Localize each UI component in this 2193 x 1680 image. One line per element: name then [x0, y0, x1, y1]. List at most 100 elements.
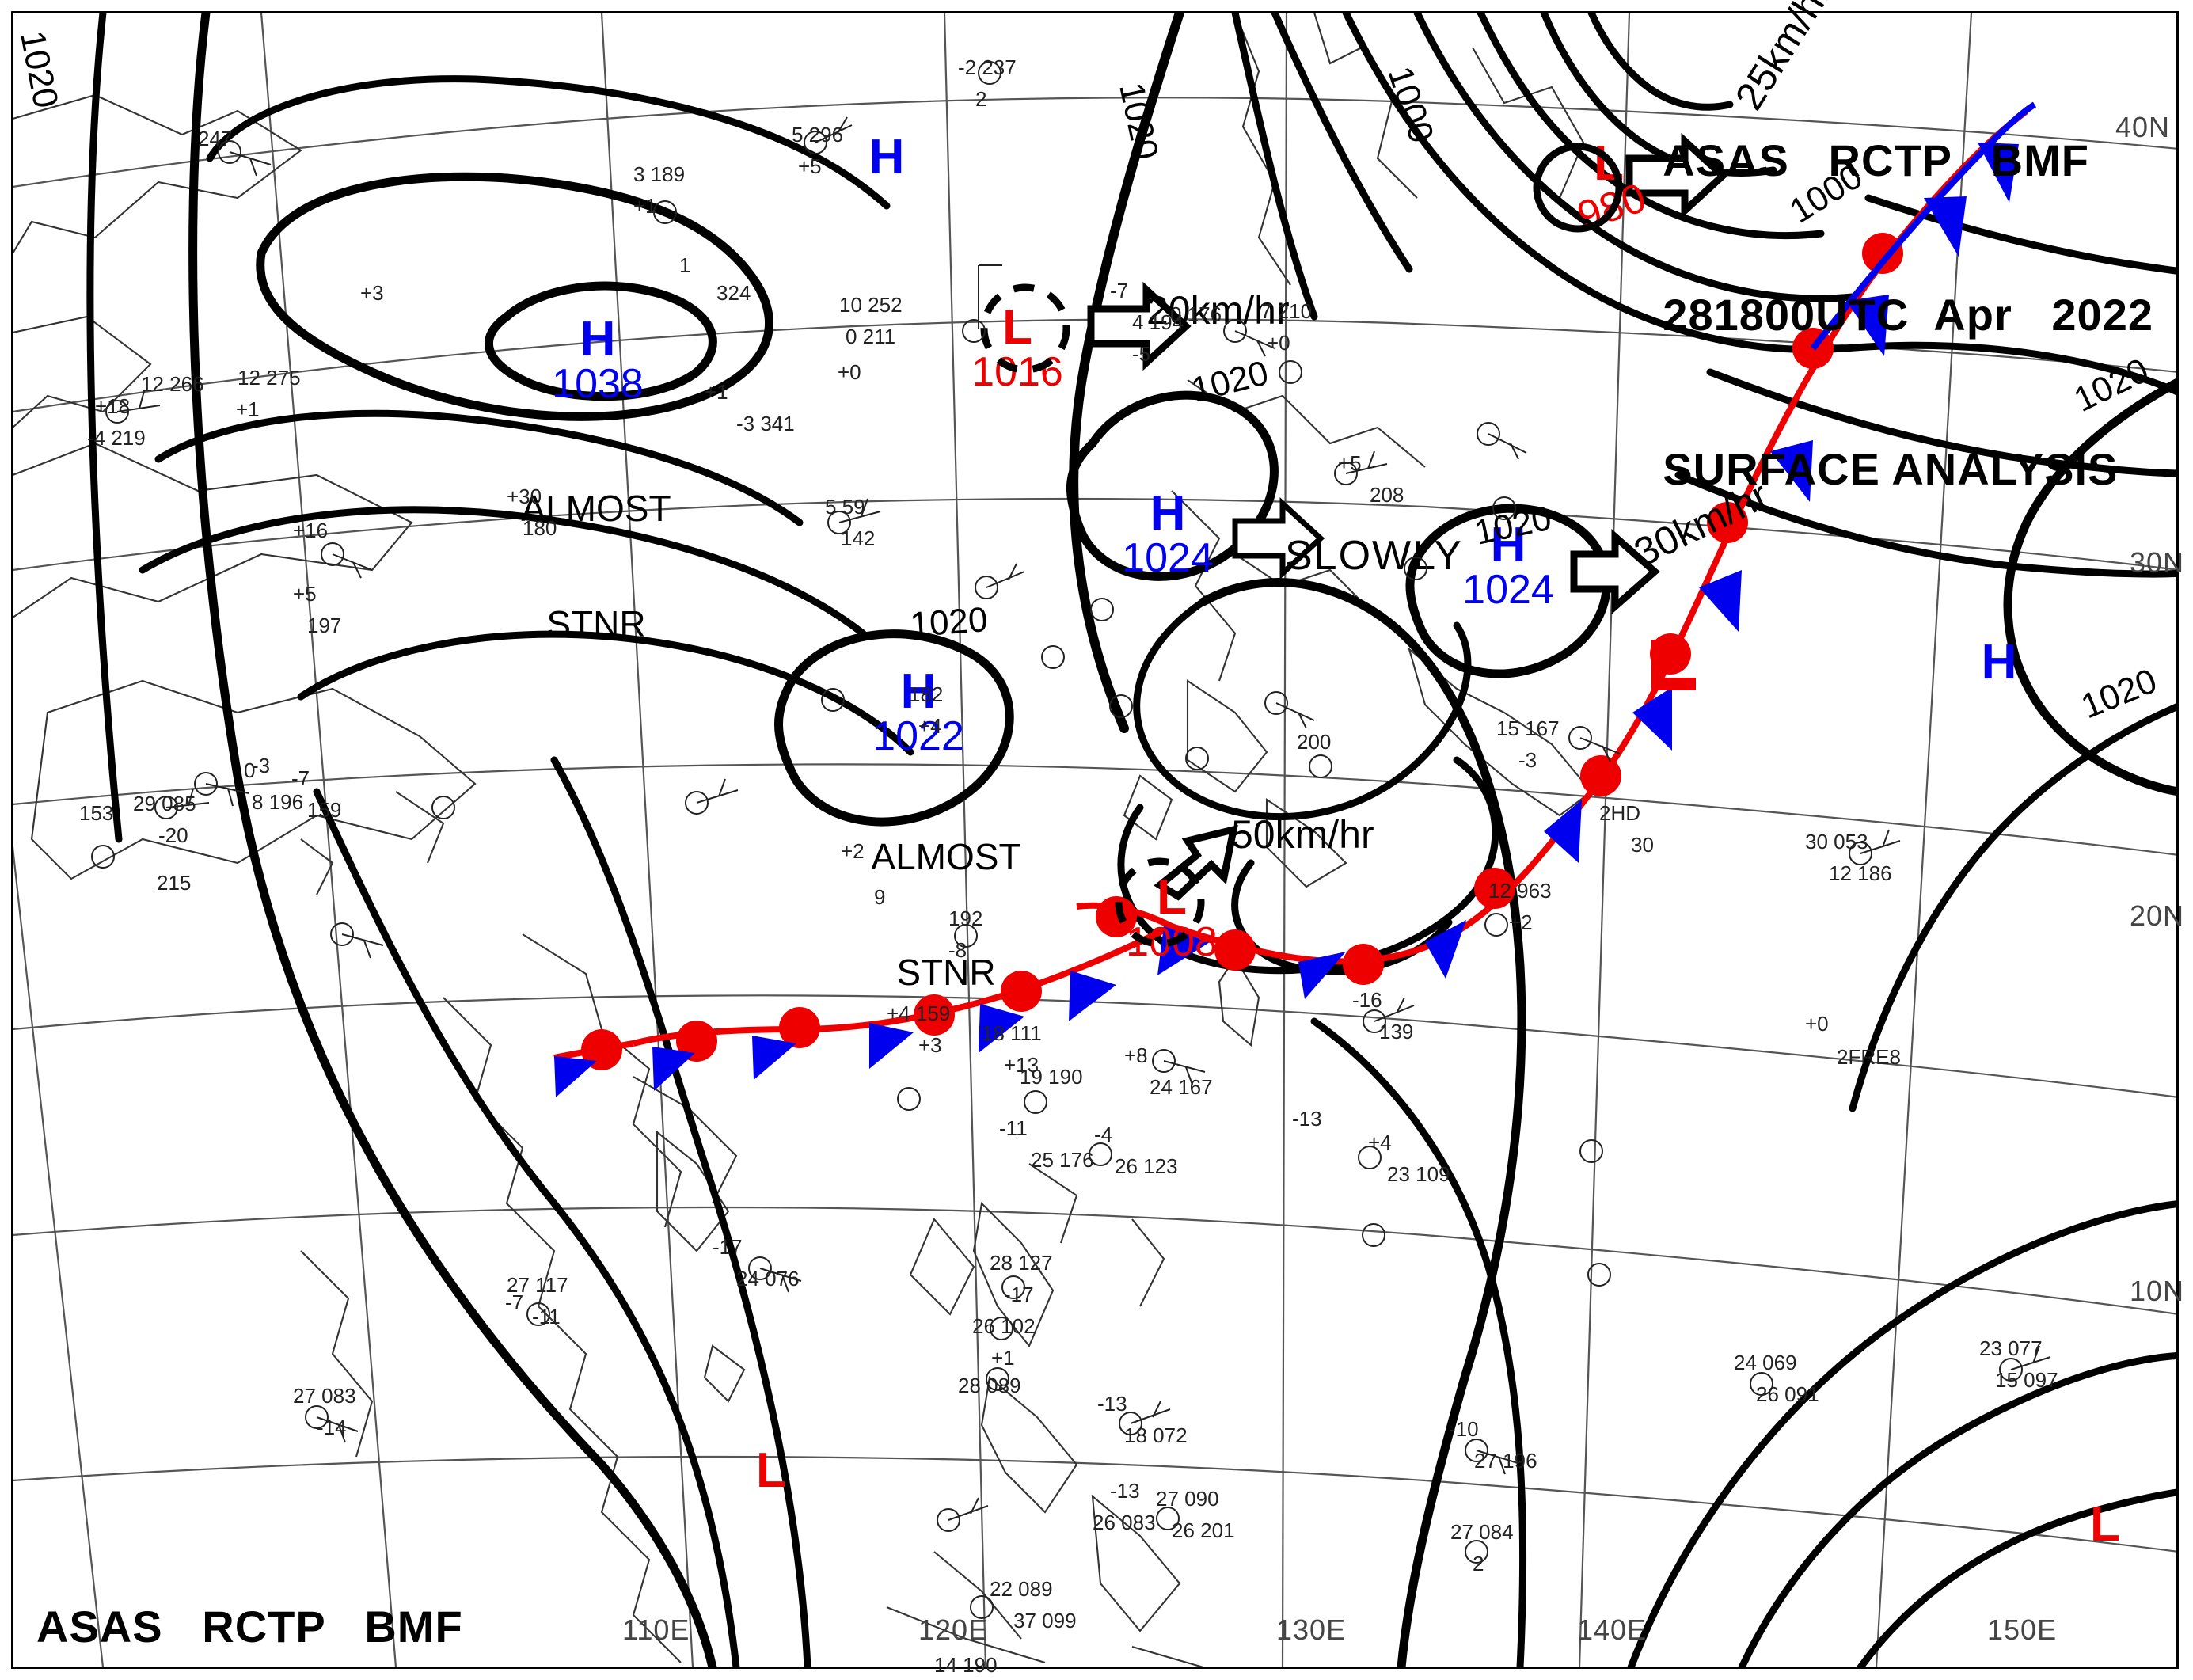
- high-center-top: H: [839, 130, 934, 184]
- station-plot-value: +18: [95, 394, 131, 418]
- station-plot-value: -5: [1132, 342, 1151, 366]
- graticule: [13, 13, 2177, 1667]
- lon-label-130E: 130E: [1276, 1613, 1347, 1646]
- station-wind-barbs: [116, 116, 2051, 1521]
- station-plot-value: 3 189: [633, 162, 686, 186]
- station-plot-value: 30 053: [1805, 830, 1868, 853]
- station-plot-value: 23 077: [1979, 1336, 2043, 1360]
- station-plot-value: 22 089: [990, 1577, 1053, 1601]
- station-circles: [91, 61, 2023, 1619]
- stnr-line-1: ALMOST: [521, 487, 671, 529]
- station-plot-value: +13: [1004, 1053, 1039, 1077]
- low-marker-bottom-right: L: [2090, 1497, 2120, 1552]
- station-plot-value: -7: [1110, 279, 1129, 302]
- station-plot-value: 24 076: [736, 1267, 800, 1290]
- station-plot-value: 28 089: [958, 1374, 1021, 1397]
- station-plot-value: 10 252: [839, 293, 903, 317]
- station-plot-value: -14: [317, 1416, 347, 1439]
- station-plot-value: 142: [841, 526, 876, 550]
- station-plot-value: -16: [1352, 988, 1382, 1012]
- high-value: 1024: [1462, 566, 1554, 613]
- high-center-right: H: [1955, 635, 2043, 690]
- station-plot-value: 180: [523, 516, 557, 540]
- station-plot-value: +2: [1509, 910, 1533, 934]
- front-stationary-ne: [1170, 101, 2037, 999]
- lat-label-30N: 30N: [2130, 546, 2185, 579]
- station-plot-value: +1: [236, 397, 260, 421]
- high-glyph: H: [580, 312, 616, 367]
- station-plot-value: -3: [252, 754, 271, 777]
- stnr-line-2: STNR: [546, 602, 646, 644]
- front-cold-sw: [632, 896, 1210, 1091]
- low-glyph: L: [1002, 300, 1032, 355]
- station-plot-value: 29 085: [133, 792, 196, 815]
- station-plot-value: 26 123: [1115, 1154, 1178, 1178]
- station-plot-value: 182: [909, 682, 944, 706]
- station-plot-value: +4: [918, 714, 942, 738]
- station-plot-value: 25 176: [1031, 1148, 1094, 1172]
- station-plot-value: -11: [999, 1116, 1028, 1140]
- coastlines: [13, 13, 1593, 1667]
- high-glyph: H: [1150, 486, 1186, 541]
- front-low-marks: [1651, 640, 1696, 690]
- station-plot-value: -2 237: [958, 55, 1017, 79]
- station-plot-value: 2: [975, 87, 987, 111]
- high-glyph: H: [1490, 518, 1526, 572]
- low-value: 1016: [971, 348, 1063, 395]
- high-glyph: H: [900, 664, 937, 719]
- station-plot-value: -13: [1097, 1392, 1127, 1416]
- station-plot-value: 2FRE8: [1837, 1045, 1901, 1069]
- high-value: 1038: [552, 360, 644, 407]
- low-center-1016: L 1016: [962, 300, 1073, 395]
- station-plot-value: 37 099: [1013, 1609, 1077, 1632]
- station-plot-value: -7: [505, 1290, 524, 1314]
- station-plot-value: 18 111: [982, 1021, 1042, 1045]
- station-plot-value: 197: [307, 614, 342, 637]
- station-plot-value: +1: [991, 1346, 1015, 1370]
- station-plot-value: +1: [633, 194, 657, 218]
- station-plot-value: -20: [158, 823, 188, 847]
- station-plot-value: 27 084: [1450, 1520, 1514, 1544]
- station-plot-value: -4: [1094, 1123, 1113, 1146]
- station-plot-value: 0 211: [846, 325, 896, 348]
- stnr-line-1: ALMOST: [871, 835, 1021, 877]
- station-plot-value: 12 275: [238, 366, 301, 390]
- station-plot-value: +16: [293, 519, 329, 542]
- station-plot-value: 27 090: [1156, 1487, 1219, 1511]
- station-plot-value: +1: [705, 380, 728, 404]
- dashed-ring-1008: [1115, 857, 1205, 948]
- station-plot-value: -10: [1449, 1417, 1479, 1441]
- low-marker-bottom-left: L: [756, 1443, 786, 1498]
- station-plot-value: 192: [948, 907, 983, 930]
- station-plot-value: 26 083: [1093, 1511, 1156, 1534]
- high-glyph: H: [1981, 635, 2017, 690]
- solid-ring-980: [1533, 143, 1623, 233]
- station-plot-value: 2: [1473, 1552, 1484, 1575]
- header-line-1: ASAS RCTP BMF: [1663, 135, 2089, 185]
- station-plot-value: 159: [307, 798, 342, 822]
- station-plot-value: 15 167: [1496, 716, 1560, 740]
- motion-slowly: SLOWLY: [1285, 533, 1463, 579]
- high-center-1024-right: H 1024: [1449, 518, 1568, 613]
- station-plot-value: 27 117: [507, 1273, 568, 1297]
- motion-arrows: [1087, 132, 1728, 901]
- station-plot-value: 153: [79, 801, 114, 825]
- station-plot-value: -17: [1004, 1283, 1034, 1306]
- station-plot-value: +0: [1805, 1012, 1829, 1036]
- station-plot-value: 7 210: [1260, 299, 1313, 323]
- lon-label-110E: 110E: [622, 1613, 690, 1646]
- high-glyph: H: [868, 130, 905, 184]
- station-plot-value: 26 201: [1172, 1518, 1235, 1542]
- station-plot-value: 26 091: [1756, 1382, 1819, 1406]
- station-plot-value: -3: [1518, 748, 1537, 772]
- station-plot-value: -11: [532, 1305, 561, 1328]
- station-plot-value: 30: [1631, 833, 1654, 857]
- low-center-1008: L 1008: [1112, 873, 1231, 963]
- isobars: [86, 13, 2177, 1667]
- station-plot-value: +2: [841, 839, 865, 863]
- station-plot-value: +5: [293, 582, 317, 606]
- lat-label-20N: 20N: [2130, 899, 2185, 932]
- station-plot-value: 12 266: [141, 372, 204, 396]
- station-plot-value: -17: [713, 1235, 743, 1259]
